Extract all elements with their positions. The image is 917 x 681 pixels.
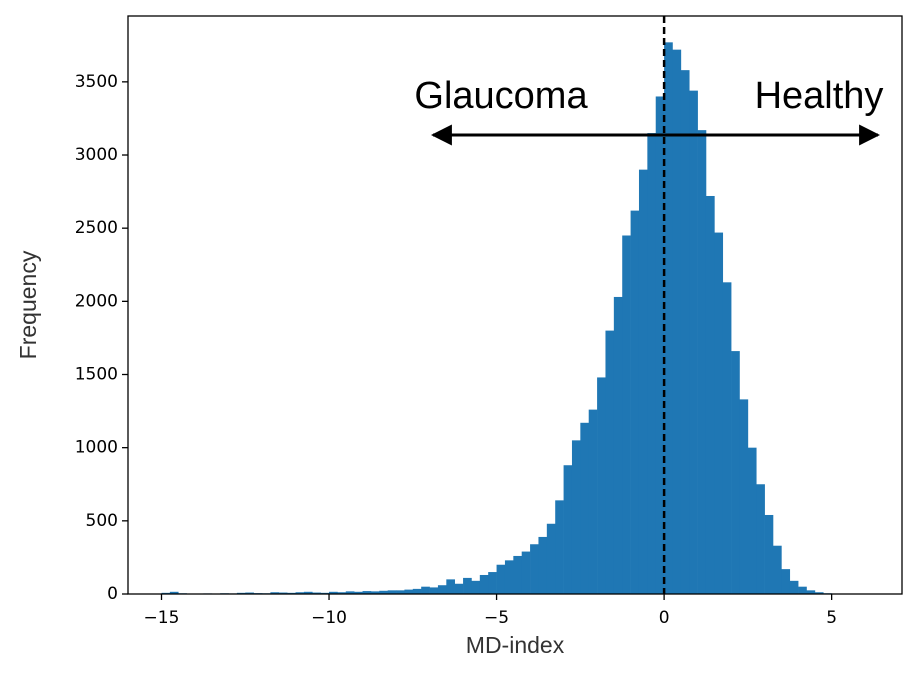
bar — [312, 592, 321, 594]
bar — [387, 590, 397, 594]
bar — [622, 235, 631, 595]
bar — [337, 592, 347, 594]
bar — [747, 447, 757, 594]
y-tick-label: 3000 — [75, 145, 118, 165]
bar — [303, 591, 313, 594]
annotation: Healthy — [755, 75, 884, 117]
bar — [806, 590, 816, 594]
bar — [814, 592, 824, 594]
bar — [412, 588, 422, 594]
bar — [731, 351, 740, 594]
x-tick-label: 5 — [826, 608, 837, 628]
bar — [513, 555, 523, 594]
bar — [571, 440, 581, 594]
bar — [329, 591, 338, 594]
bar — [563, 465, 573, 594]
bar — [370, 591, 380, 594]
bar — [270, 592, 280, 594]
bar — [613, 296, 623, 594]
bar — [588, 409, 598, 594]
x-tick-label: −10 — [311, 608, 347, 628]
y-tick-label: 0 — [107, 584, 118, 604]
bar — [345, 591, 355, 594]
y-tick-label: 1500 — [75, 365, 118, 385]
bar — [630, 210, 640, 594]
bar — [354, 591, 363, 594]
bar — [597, 377, 606, 594]
bar — [664, 42, 673, 595]
annotation: Glaucoma — [414, 75, 588, 117]
bar — [437, 585, 447, 594]
bar — [362, 591, 372, 594]
bar — [421, 586, 430, 594]
bar — [789, 580, 799, 594]
bar — [471, 580, 481, 594]
bar — [379, 590, 388, 594]
bar — [605, 330, 615, 594]
bar — [245, 592, 254, 594]
bar — [446, 579, 455, 594]
bar — [463, 577, 472, 594]
bar — [404, 589, 414, 594]
bar — [521, 551, 531, 594]
bar — [530, 544, 539, 594]
y-tick-label: 500 — [86, 511, 118, 531]
bar — [504, 560, 514, 594]
bar — [429, 587, 439, 594]
y-tick-label: 2000 — [75, 291, 118, 311]
y-axis-label: Frequency — [15, 250, 41, 359]
bar — [705, 195, 715, 595]
bar — [764, 514, 774, 594]
bar — [714, 232, 724, 595]
bar — [580, 422, 590, 594]
bar — [295, 592, 305, 594]
bar — [396, 590, 405, 594]
x-tick-label: 0 — [659, 608, 670, 628]
bar — [739, 399, 749, 594]
bar — [278, 592, 288, 594]
bar — [479, 574, 489, 594]
x-axis-label: MD-index — [466, 632, 565, 658]
y-tick-label: 2500 — [75, 218, 118, 238]
bar — [773, 545, 782, 594]
bar — [689, 90, 698, 595]
bar — [798, 586, 807, 594]
bar — [655, 96, 665, 594]
bar — [756, 484, 765, 594]
bar — [638, 169, 648, 594]
bar — [781, 569, 791, 594]
x-tick-label: −15 — [144, 608, 180, 628]
bar — [555, 500, 564, 594]
bar — [496, 564, 506, 594]
bar — [722, 282, 732, 594]
bar — [538, 536, 548, 594]
plot-frame — [127, 15, 903, 595]
bar — [647, 133, 657, 594]
y-tick-label: 1000 — [75, 438, 118, 458]
bar — [680, 70, 690, 594]
x-tick-label: −5 — [484, 608, 509, 628]
bar — [454, 583, 464, 594]
bar — [546, 523, 556, 594]
bar — [672, 49, 682, 594]
bar — [697, 130, 707, 594]
bar — [169, 591, 179, 594]
bar — [488, 572, 497, 594]
y-tick-label: 3500 — [75, 72, 118, 92]
